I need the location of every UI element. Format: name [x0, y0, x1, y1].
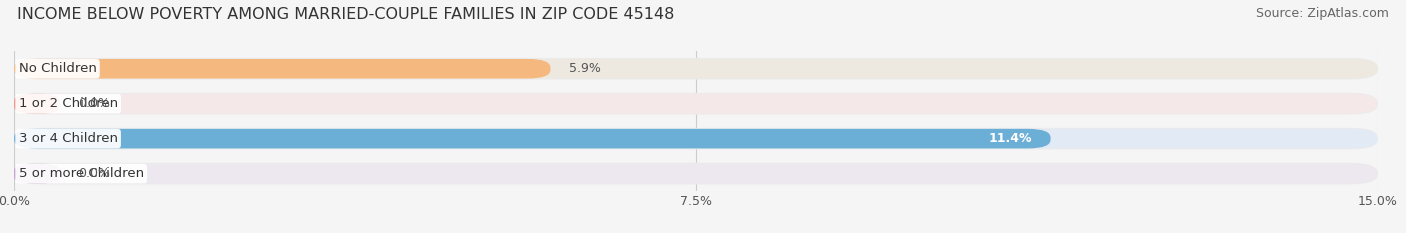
Text: 3 or 4 Children: 3 or 4 Children — [18, 132, 118, 145]
Text: 0.0%: 0.0% — [77, 97, 110, 110]
Text: 5 or more Children: 5 or more Children — [18, 167, 143, 180]
Text: 11.4%: 11.4% — [988, 132, 1032, 145]
FancyBboxPatch shape — [14, 164, 1378, 183]
FancyBboxPatch shape — [14, 59, 1378, 79]
FancyBboxPatch shape — [14, 58, 1378, 80]
FancyBboxPatch shape — [14, 93, 1378, 115]
FancyBboxPatch shape — [14, 129, 1378, 148]
Text: 5.9%: 5.9% — [568, 62, 600, 75]
FancyBboxPatch shape — [14, 163, 1378, 185]
FancyBboxPatch shape — [14, 164, 59, 183]
Text: INCOME BELOW POVERTY AMONG MARRIED-COUPLE FAMILIES IN ZIP CODE 45148: INCOME BELOW POVERTY AMONG MARRIED-COUPL… — [17, 7, 675, 22]
FancyBboxPatch shape — [14, 94, 59, 113]
FancyBboxPatch shape — [14, 128, 1378, 150]
FancyBboxPatch shape — [14, 129, 1050, 148]
FancyBboxPatch shape — [14, 94, 1378, 113]
Text: 0.0%: 0.0% — [77, 167, 110, 180]
Text: 1 or 2 Children: 1 or 2 Children — [18, 97, 118, 110]
Text: Source: ZipAtlas.com: Source: ZipAtlas.com — [1256, 7, 1389, 20]
Text: No Children: No Children — [18, 62, 97, 75]
FancyBboxPatch shape — [14, 59, 551, 79]
